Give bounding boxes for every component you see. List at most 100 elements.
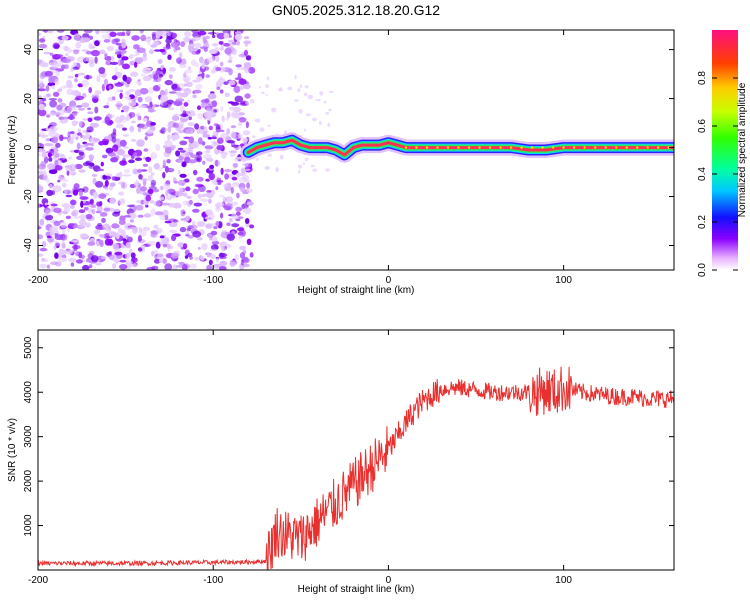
- noise-blob: [236, 227, 245, 232]
- noise-blob: [169, 74, 173, 79]
- noise-blob: [244, 43, 249, 47]
- noise-blob: [122, 134, 130, 137]
- noise-blob: [239, 245, 247, 251]
- noise-blob: [127, 204, 135, 208]
- spectrogram-content: [38, 30, 674, 270]
- noise-blob: [185, 128, 194, 135]
- noise-blob: [245, 101, 249, 105]
- noise-blob: [42, 97, 47, 102]
- noise-blob: [242, 263, 250, 268]
- noise-blob: [38, 109, 47, 117]
- noise-blob: [54, 165, 63, 171]
- noise-blob: [185, 152, 190, 157]
- signal-peak-dot: [467, 146, 471, 149]
- noise-blob: [194, 61, 200, 68]
- noise-blob: [116, 100, 122, 105]
- noise-blob: [92, 191, 99, 199]
- noise-blob: [122, 63, 130, 70]
- noise-blob: [67, 131, 71, 138]
- signal-peak-dot: [499, 146, 502, 149]
- noise-blob: [175, 91, 182, 96]
- noise-blob: [159, 196, 165, 201]
- noise-blob: [99, 30, 109, 34]
- noise-blob: [194, 183, 204, 188]
- noise-blob: [133, 44, 140, 50]
- noise-blob: [99, 212, 108, 217]
- noise-blob: [91, 204, 97, 209]
- noise-blob: [168, 67, 176, 72]
- noise-blob: [66, 88, 73, 96]
- noise-blob: [242, 175, 250, 181]
- noise-blob: [82, 118, 88, 121]
- signal-peak-dot: [594, 146, 597, 149]
- noise-blob: [197, 193, 202, 199]
- noise-blob: [328, 108, 332, 112]
- noise-blob: [121, 109, 124, 113]
- noise-blob: [104, 186, 109, 191]
- noise-blob: [98, 239, 104, 246]
- noise-blob: [220, 129, 225, 133]
- noise-blob: [128, 226, 138, 230]
- noise-blob: [215, 126, 222, 133]
- signal-peak-dot: [646, 146, 649, 149]
- noise-blob: [134, 61, 138, 68]
- noise-blob: [144, 136, 148, 141]
- noise-blob: [184, 255, 189, 259]
- noise-blob: [310, 164, 315, 168]
- noise-blob: [249, 224, 255, 229]
- noise-blob: [177, 159, 184, 163]
- noise-blob: [226, 111, 231, 119]
- noise-blob: [43, 258, 49, 263]
- signal-peak-dot: [583, 146, 586, 149]
- noise-blob: [88, 264, 93, 269]
- noise-blob: [129, 60, 136, 66]
- noise-blob: [209, 164, 215, 169]
- noise-blob: [101, 84, 105, 92]
- signal-peak-dot: [615, 146, 618, 149]
- noise-blob: [164, 88, 168, 96]
- noise-blob: [237, 231, 244, 236]
- spectrogram-x-label: Height of straight line (km): [298, 285, 415, 296]
- noise-blob: [101, 217, 106, 224]
- noise-blob: [82, 135, 89, 140]
- noise-blob: [90, 255, 99, 263]
- noise-blob: [182, 192, 188, 197]
- noise-blob: [41, 151, 47, 158]
- noise-blob: [124, 96, 131, 99]
- noise-blob: [197, 247, 201, 250]
- noise-blob: [49, 100, 57, 108]
- noise-blob: [236, 172, 241, 178]
- noise-blob: [160, 94, 169, 103]
- noise-blob: [115, 43, 122, 46]
- noise-blob: [118, 171, 123, 179]
- noise-blob: [165, 146, 172, 154]
- noise-blob: [278, 88, 284, 92]
- noise-blob: [85, 50, 93, 55]
- noise-blob: [260, 91, 265, 94]
- noise-blob: [172, 32, 178, 39]
- noise-blob: [183, 243, 188, 250]
- noise-blob: [223, 42, 231, 47]
- signal-core: [246, 138, 674, 157]
- noise-blob: [201, 62, 206, 69]
- noise-blob: [186, 81, 193, 88]
- noise-blob: [244, 93, 251, 99]
- noise-blob: [179, 140, 188, 146]
- noise-blob: [180, 105, 185, 113]
- noise-blob: [78, 151, 85, 156]
- noise-blob: [215, 221, 220, 227]
- noise-blob: [185, 186, 191, 192]
- noise-blob: [82, 144, 89, 148]
- noise-blob: [75, 105, 83, 108]
- noise-blob: [79, 196, 89, 200]
- noise-blob: [104, 116, 110, 124]
- noise-blob: [68, 156, 72, 160]
- noise-blob: [110, 157, 118, 163]
- noise-blob: [82, 264, 90, 270]
- noise-blob: [189, 263, 197, 269]
- noise-blob: [39, 247, 48, 252]
- noise-blob: [122, 238, 127, 242]
- noise-blob: [184, 88, 192, 95]
- noise-blob: [319, 120, 322, 126]
- noise-blob: [162, 101, 172, 108]
